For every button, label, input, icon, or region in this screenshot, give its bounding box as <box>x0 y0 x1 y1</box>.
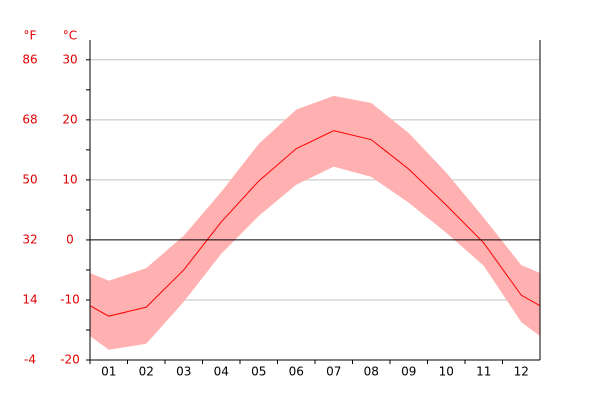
y2-tick-label: 86 <box>22 53 37 67</box>
y-tick-label: 30 <box>62 52 77 66</box>
y-axis-label: °C <box>63 29 77 43</box>
x-tick-label: 02 <box>139 365 154 379</box>
y2-axis-label: °F <box>24 29 37 43</box>
y-tick-label: -10 <box>60 292 80 306</box>
y2-tick-label: -4 <box>24 353 36 367</box>
y2-tick-label: 14 <box>22 293 37 307</box>
x-tick-label: 04 <box>214 365 229 379</box>
x-tick-label: 07 <box>326 365 341 379</box>
y-tick-label: 0 <box>66 232 74 246</box>
x-tick-label: 12 <box>514 365 529 379</box>
y2-tick-label: 68 <box>22 113 37 127</box>
y2-tick-label: 32 <box>22 233 37 247</box>
y-tick-label: 20 <box>62 112 77 126</box>
y-tick-label: -20 <box>60 353 80 367</box>
x-tick-label: 09 <box>401 365 416 379</box>
x-tick-label: 03 <box>176 365 191 379</box>
y2-tick-label: 50 <box>22 173 37 187</box>
x-tick-label: 08 <box>364 365 379 379</box>
y-tick-label: 10 <box>62 172 77 186</box>
x-tick-label: 11 <box>476 365 491 379</box>
x-tick-label: 05 <box>251 365 266 379</box>
range-band <box>90 95 540 350</box>
x-tick-label: 10 <box>439 365 454 379</box>
x-tick-label: 01 <box>101 365 116 379</box>
x-tick-label: 06 <box>289 365 304 379</box>
mean-line <box>89 130 541 317</box>
